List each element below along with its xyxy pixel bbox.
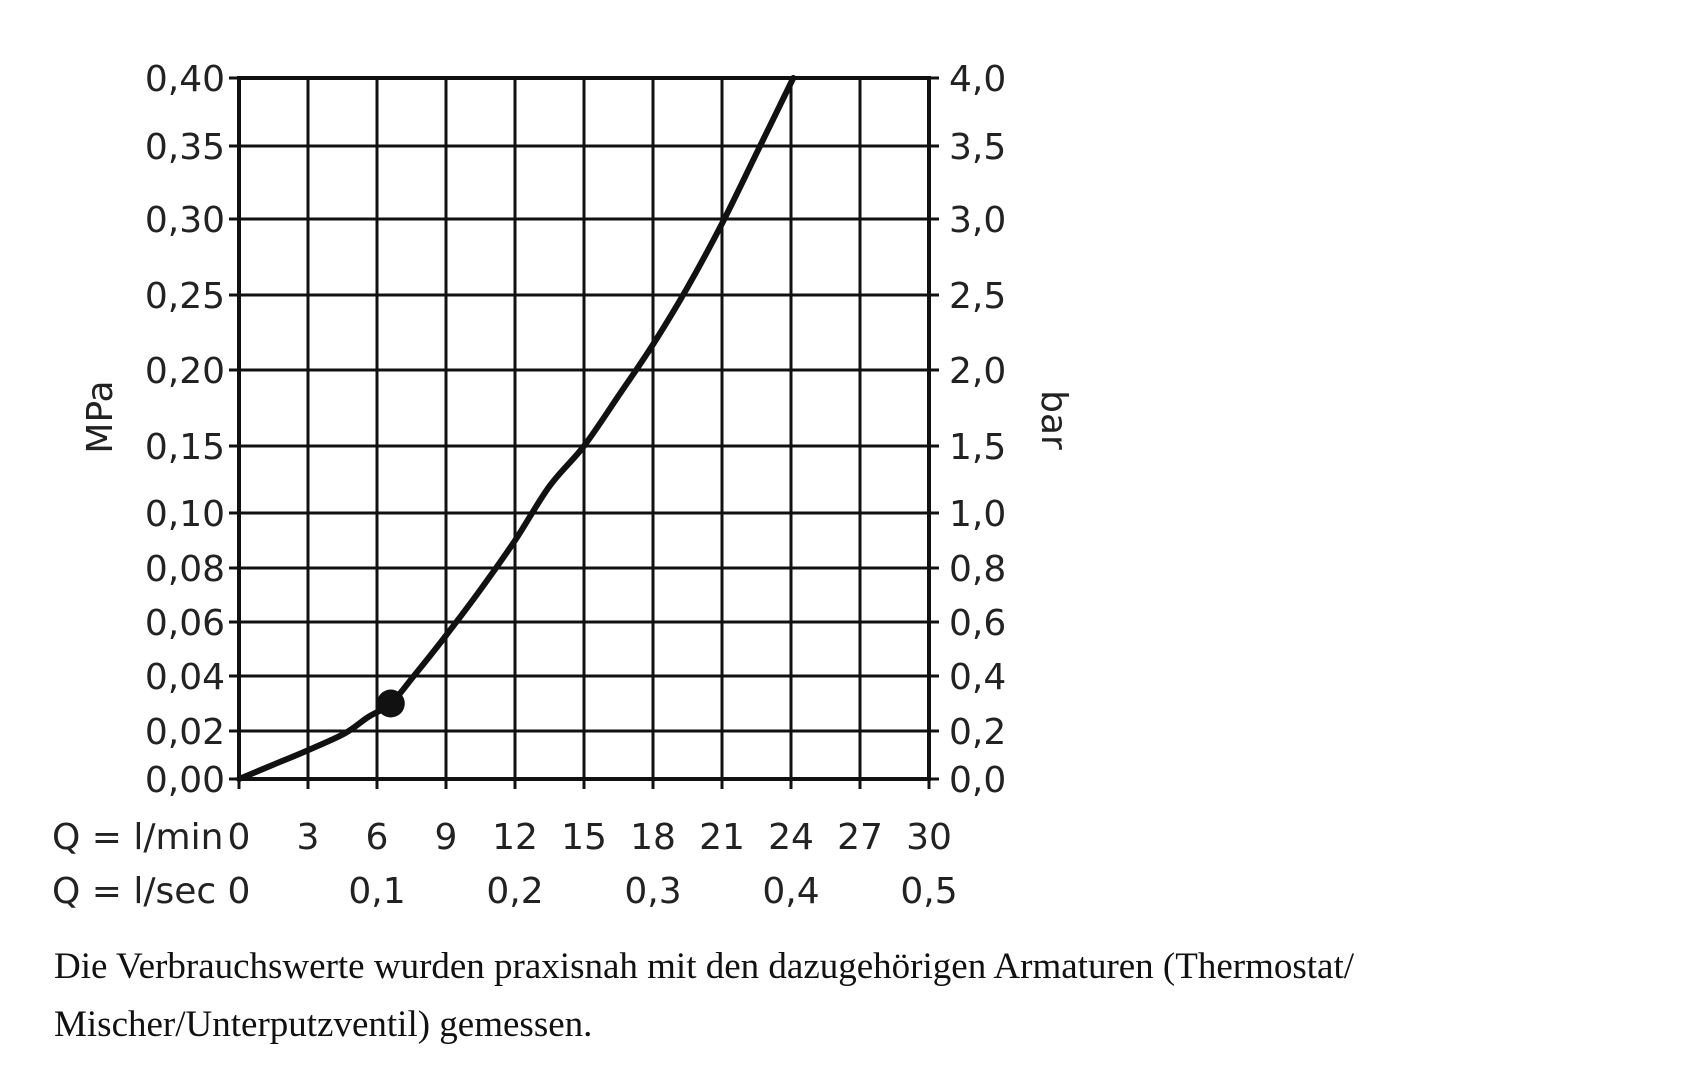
y-tick-label-left: 0,25 bbox=[145, 276, 225, 317]
y-tick-label-left: 0,08 bbox=[145, 549, 225, 590]
y-axis-left: 0,00 0,02 0,04 0,06 0,08 0,10 0,15 0,20 0,25 0,30… bbox=[145, 59, 239, 801]
caption-line-2: Mischer/Unterputzventil) gemessen. bbox=[54, 1004, 593, 1045]
y-tick-label-left: 0,04 bbox=[145, 657, 225, 698]
y-tick-label-right: 0,8 bbox=[949, 549, 1006, 590]
y-tick-label-right: 3,5 bbox=[949, 127, 1006, 168]
data-series bbox=[236, 75, 797, 782]
y-tick-label-left: 0,02 bbox=[145, 712, 225, 753]
y-tick-label-right: 1,5 bbox=[949, 427, 1006, 468]
x-tick-label-lsec: 0,2 bbox=[486, 871, 543, 912]
y-axis-left-label: MPa bbox=[80, 380, 121, 453]
y-tick-label-right: 0,0 bbox=[949, 760, 1006, 801]
x-tick-label-lsec: 0 bbox=[228, 871, 251, 912]
x-tick-label-lmin: 3 bbox=[297, 817, 320, 858]
grid bbox=[237, 76, 931, 781]
y-tick-label-right: 2,0 bbox=[949, 351, 1006, 392]
y-axis-right-label: bar bbox=[1033, 390, 1074, 450]
y-tick-label-right: 1,0 bbox=[949, 494, 1006, 535]
y-axis-right: 0,0 0,2 0,4 0,6 0,8 1,0 1,5 2,0 2,5 3,0 3,5 4,0 bbox=[929, 59, 1006, 801]
x-axis: 0 3 6 9 12 15 18 21 24 27 30 0 0,1 0,2 0,3 0,4 0,5 bbox=[228, 779, 958, 912]
x-row2-label: Q = l/sec bbox=[52, 871, 216, 912]
caption: Die Verbrauchswerte wurden praxisnah mit… bbox=[54, 938, 1654, 1054]
y-tick-label-right: 4,0 bbox=[949, 59, 1006, 100]
y-tick-label-right: 0,4 bbox=[949, 657, 1006, 698]
y-tick-label-right: 0,6 bbox=[949, 603, 1006, 644]
caption-line-1: Die Verbrauchswerte wurden praxisnah mit… bbox=[54, 946, 1355, 987]
x-tick-label-lmin: 18 bbox=[630, 817, 676, 858]
x-tick-label-lmin: 15 bbox=[561, 817, 607, 858]
y-tick-label-left: 0,40 bbox=[145, 59, 225, 100]
y-tick-label-left: 0,10 bbox=[145, 494, 225, 535]
x-row1-label: Q = l/min bbox=[52, 817, 223, 858]
x-tick-label-lmin: 21 bbox=[699, 817, 745, 858]
series-line bbox=[236, 75, 797, 782]
y-tick-label-right: 0,2 bbox=[949, 712, 1006, 753]
x-tick-label-lsec: 0,5 bbox=[900, 871, 957, 912]
x-tick-label-lsec: 0,3 bbox=[624, 871, 681, 912]
x-tick-label-lsec: 0,4 bbox=[762, 871, 819, 912]
x-tick-label-lsec: 0,1 bbox=[348, 871, 405, 912]
y-tick-label-left: 0,20 bbox=[145, 351, 225, 392]
y-tick-label-left: 0,35 bbox=[145, 127, 225, 168]
y-tick-label-right: 3,0 bbox=[949, 200, 1006, 241]
x-tick-label-lmin: 27 bbox=[837, 817, 883, 858]
x-tick-label-lmin: 6 bbox=[366, 817, 389, 858]
x-tick-label-lmin: 9 bbox=[435, 817, 458, 858]
x-tick-label-lmin: 0 bbox=[228, 817, 251, 858]
x-tick-label-lmin: 30 bbox=[906, 817, 952, 858]
y-tick-label-right: 2,5 bbox=[949, 276, 1006, 317]
y-tick-label-left: 0,30 bbox=[145, 200, 225, 241]
y-tick-label-left: 0,00 bbox=[145, 760, 225, 801]
y-tick-label-left: 0,15 bbox=[145, 427, 225, 468]
y-tick-label-left: 0,06 bbox=[145, 603, 225, 644]
x-tick-label-lmin: 24 bbox=[768, 817, 814, 858]
data-point-marker bbox=[376, 689, 405, 718]
x-tick-label-lmin: 12 bbox=[492, 817, 538, 858]
pressure-flow-chart: 0,000,020,040,060,080,100,150,200,250,30… bbox=[52, 59, 1074, 912]
